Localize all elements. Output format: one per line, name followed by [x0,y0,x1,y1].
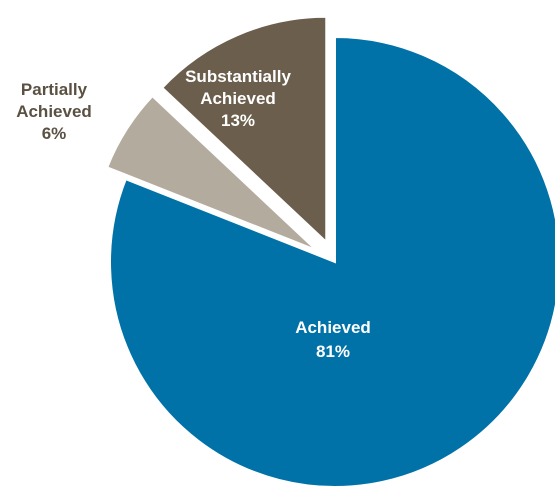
pie-label-partially-achieved: Partially Achieved 6% [16,80,92,143]
pie-label-achieved: Achieved 81% [295,318,371,361]
pie-slice-partially-achieved [105,94,318,252]
pie-slices [105,15,555,488]
pie-label-substantially-achieved: Substantially Achieved 13% [185,67,291,130]
pie-slice-substantially-achieved [160,15,328,245]
pie-labels: Achieved 81% Partially Achieved 6% Substantia… [16,67,371,361]
pie-slice-achieved [109,35,555,488]
